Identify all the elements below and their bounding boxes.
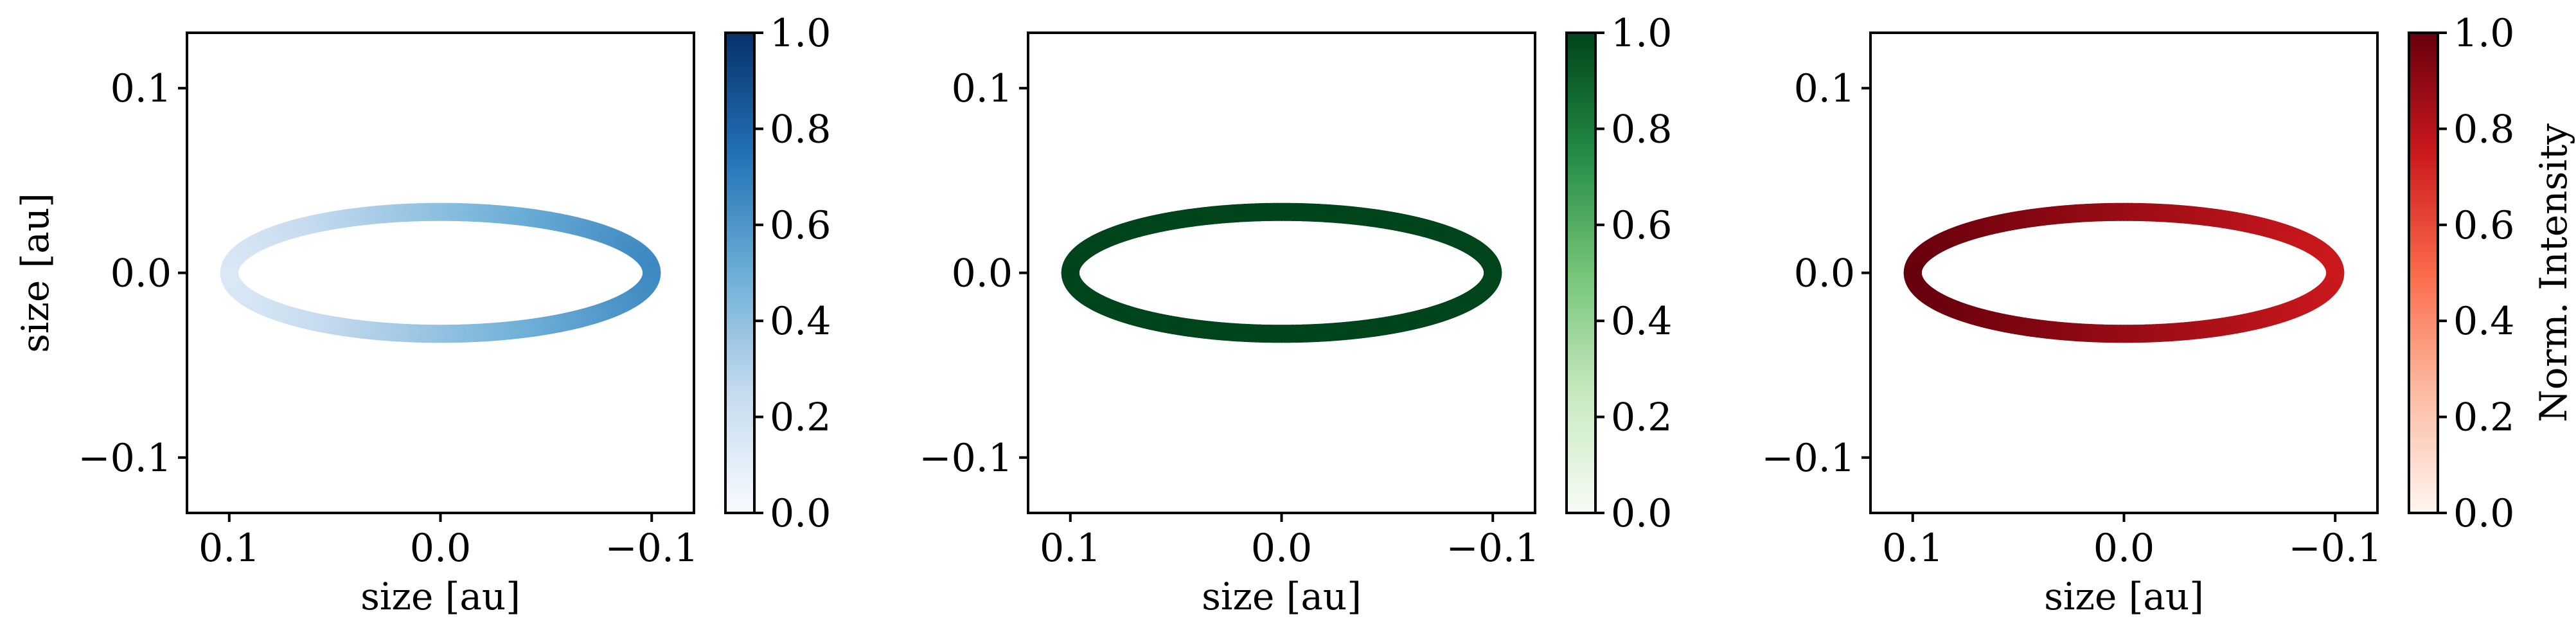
y-tick-label: −0.1 bbox=[78, 436, 172, 481]
colorbar-tick-label: 0.4 bbox=[770, 299, 831, 344]
plot-frame bbox=[186, 31, 695, 514]
x-tick-label: 0.1 bbox=[1040, 526, 1101, 571]
y-tick-label: 0.1 bbox=[1794, 66, 1855, 111]
colorbar-tick-label: 0.6 bbox=[2453, 203, 2514, 248]
x-axis-label: size [au] bbox=[1202, 575, 1362, 618]
x-tick-label: 0.0 bbox=[2093, 526, 2154, 571]
y-tick-label: −0.1 bbox=[1761, 436, 1855, 481]
y-tick-label: 0.1 bbox=[952, 66, 1013, 111]
colorbar-tick-label: 0.2 bbox=[770, 395, 831, 440]
colorbar-tick-label: 0.0 bbox=[1611, 491, 1672, 536]
colorbar-tick-label: 1.0 bbox=[770, 11, 831, 56]
ellipse-ring bbox=[220, 202, 661, 343]
colorbar bbox=[724, 31, 756, 514]
y-tick-label: 0.0 bbox=[1794, 251, 1855, 296]
y-tick-label: 0.1 bbox=[111, 66, 172, 111]
colorbar-tick-label: 0.8 bbox=[1611, 107, 1672, 152]
plot-frame bbox=[1027, 31, 1536, 514]
colorbar-tick-label: 0.8 bbox=[770, 107, 831, 152]
colorbar-label: Norm. Intensity bbox=[2532, 123, 2575, 422]
ellipse-ring bbox=[1903, 202, 2345, 343]
x-tick-label: 0.0 bbox=[410, 526, 471, 571]
x-tick-label: −0.1 bbox=[2288, 526, 2382, 571]
x-tick-label: 0.0 bbox=[1251, 526, 1312, 571]
plot-frame bbox=[1869, 31, 2379, 514]
colorbar bbox=[2408, 31, 2439, 514]
colorbar bbox=[1565, 31, 1597, 514]
colorbar-tick-label: 0.6 bbox=[1611, 203, 1672, 248]
colorbar-tick-label: 0.2 bbox=[2453, 395, 2514, 440]
colorbar-tick-label: 0.8 bbox=[2453, 107, 2514, 152]
x-axis-label: size [au] bbox=[360, 575, 520, 618]
colorbar-tick-label: 0.4 bbox=[2453, 299, 2514, 344]
y-tick-label: −0.1 bbox=[919, 436, 1013, 481]
colorbar-tick-label: 0.6 bbox=[770, 203, 831, 248]
x-tick-label: 0.1 bbox=[199, 526, 260, 571]
colorbar-tick-label: 0.0 bbox=[2453, 491, 2514, 536]
colorbar-tick-label: 0.2 bbox=[1611, 395, 1672, 440]
colorbar-tick-label: 1.0 bbox=[1611, 11, 1672, 56]
y-tick-label: 0.0 bbox=[111, 251, 172, 296]
ellipse-ring bbox=[1061, 202, 1502, 343]
x-axis-label: size [au] bbox=[2044, 575, 2204, 618]
x-tick-label: 0.1 bbox=[1882, 526, 1943, 571]
y-tick-label: 0.0 bbox=[952, 251, 1013, 296]
colorbar-tick-label: 1.0 bbox=[2453, 11, 2514, 56]
colorbar-tick-label: 0.0 bbox=[770, 491, 831, 536]
colorbar-tick-label: 0.4 bbox=[1611, 299, 1672, 344]
x-tick-label: −0.1 bbox=[605, 526, 698, 571]
y-axis-label: size [au] bbox=[13, 193, 57, 353]
x-tick-label: −0.1 bbox=[1446, 526, 1540, 571]
